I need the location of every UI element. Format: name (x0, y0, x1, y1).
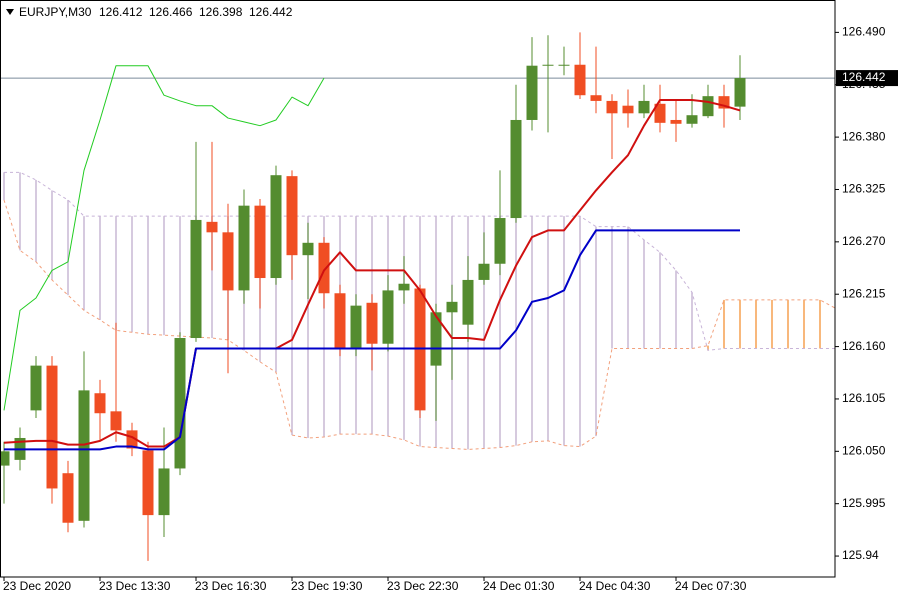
candle-body (286, 176, 298, 256)
candle-body (398, 283, 410, 291)
y-tick-label: 126.160 (842, 339, 886, 353)
candle-body (574, 64, 586, 96)
candle-body (334, 293, 346, 349)
price-label: 126.442 (842, 70, 886, 84)
candle-body (254, 205, 266, 279)
candle-body (462, 279, 474, 325)
y-tick-label: 126.325 (842, 182, 886, 196)
y-tick-label: 125.94 (842, 548, 879, 562)
plot-frame (0, 0, 836, 578)
candle-body (558, 64, 570, 66)
candle-body (686, 115, 698, 124)
header-low: 126.398 (199, 5, 243, 19)
axes: 126.490126.435126.380126.325126.270126.2… (3, 25, 898, 593)
y-tick-label: 126.050 (842, 443, 886, 457)
y-tick-label: 126.490 (842, 25, 886, 39)
y-tick-label: 126.270 (842, 234, 886, 248)
candle-body (206, 221, 218, 233)
x-tick-label: 24 Dec 01:30 (483, 579, 555, 593)
candle-body (62, 473, 74, 523)
candle-body (30, 365, 42, 411)
candle-body (478, 263, 490, 280)
chart-title: EURJPY,M30 (19, 5, 92, 19)
candle-body (382, 290, 394, 344)
header: EURJPY,M30 126.412 126.466 126.398 126.4… (6, 5, 293, 19)
candle-body (446, 301, 458, 313)
candle-body (718, 96, 730, 109)
header-open: 126.412 (99, 5, 143, 19)
candle-body (702, 96, 714, 117)
candle-body (350, 305, 362, 349)
candle-body (94, 393, 106, 414)
x-tick-label: 23 Dec 13:30 (99, 579, 171, 593)
candle-body (734, 78, 746, 107)
x-tick-label: 24 Dec 07:30 (675, 579, 747, 593)
candle-body (110, 411, 122, 431)
candle-body (318, 242, 330, 294)
candle-body (622, 105, 634, 114)
candle-body (270, 175, 282, 279)
candle-body (590, 95, 602, 101)
candle-body (302, 242, 314, 256)
y-tick-label: 126.105 (842, 391, 886, 405)
candle-body (670, 119, 682, 124)
candle-body (46, 365, 58, 489)
candle-body (606, 100, 618, 114)
candle-body (190, 219, 202, 339)
header-close: 126.442 (249, 5, 293, 19)
candle-body (430, 312, 442, 366)
header-high: 126.466 (149, 5, 193, 19)
x-tick-label: 23 Dec 22:30 (387, 579, 459, 593)
cloud-boundary (4, 171, 835, 351)
candle-body (366, 302, 378, 344)
indicator-line (4, 229, 740, 451)
y-tick-label: 125.995 (842, 496, 886, 510)
candle-body (654, 103, 666, 123)
price-label-box (836, 70, 898, 87)
indicator-line (3, 98, 741, 448)
candle-body (238, 205, 250, 291)
candle-body (526, 65, 538, 120)
candle-body (158, 468, 170, 516)
candle-body (510, 119, 522, 219)
x-tick-label: 23 Dec 2020 (3, 579, 71, 593)
candle-body (142, 450, 154, 516)
collapse-icon[interactable] (6, 9, 14, 15)
y-tick-label: 126.380 (842, 129, 886, 143)
y-tick-label: 126.215 (842, 286, 886, 300)
candle-body (222, 232, 234, 291)
x-tick-label: 23 Dec 16:30 (195, 579, 267, 593)
x-tick-label: 24 Dec 04:30 (579, 579, 651, 593)
x-tick-label: 23 Dec 19:30 (291, 579, 363, 593)
candle-body (542, 64, 554, 66)
candle-body (638, 100, 650, 114)
plot-area (0, 32, 835, 561)
indicator-line (3, 65, 325, 411)
candle-body (0, 451, 10, 466)
candle-body (494, 218, 506, 264)
candle-body (78, 390, 90, 521)
candle-body (126, 430, 138, 449)
candle-body (174, 338, 186, 469)
cloud-boundary (3, 199, 835, 450)
